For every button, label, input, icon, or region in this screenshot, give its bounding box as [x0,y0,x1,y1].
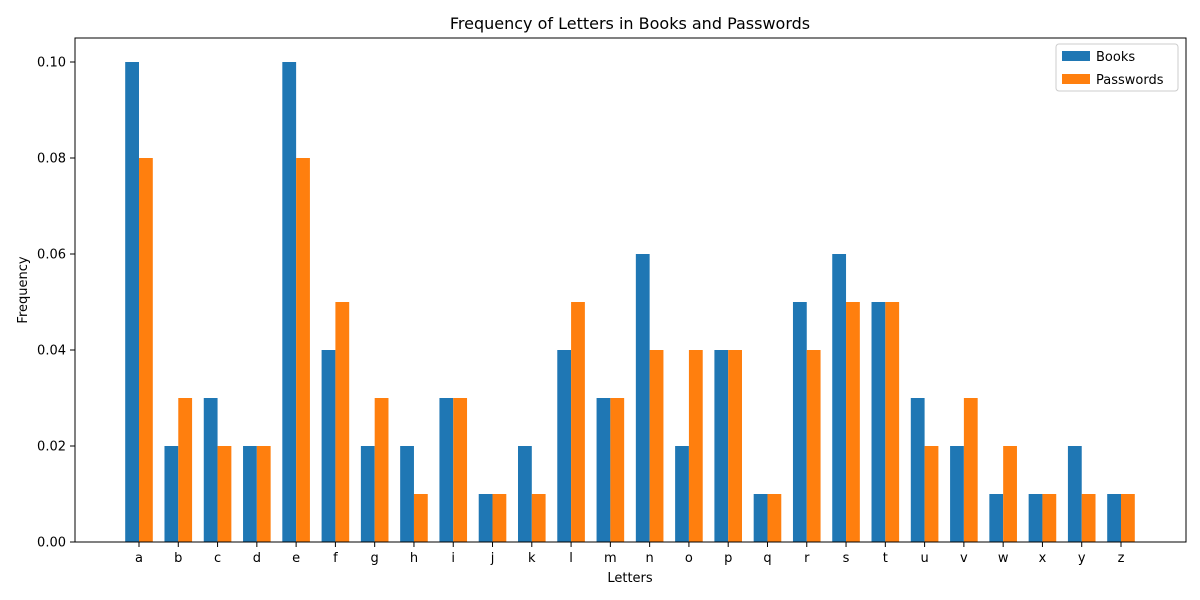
y-tick-label: 0.00 [37,536,66,551]
bar-passwords-j [492,494,507,542]
x-tick-label: i [451,551,455,566]
bar-books-e [282,62,297,542]
x-tick-label: x [1039,551,1047,566]
bar-passwords-o [688,350,703,542]
x-tick-label: n [646,551,654,566]
bar-passwords-l [571,302,585,542]
bar-books-l [557,350,572,542]
x-tick-label: j [490,551,495,566]
bar-passwords-f [335,302,350,542]
x-tick-label: y [1078,551,1086,566]
bar-books-o [675,446,689,542]
bar-books-q [753,494,768,542]
x-tick-label: h [410,551,418,566]
bar-passwords-b [178,398,193,542]
bar-books-t [871,302,886,542]
bar-books-p [714,350,729,542]
x-tick-label: e [292,551,300,566]
x-tick-label: s [843,551,850,566]
bar-books-n [635,254,650,542]
y-axis-title: Frequency [16,256,31,323]
legend-label-books: Books [1096,50,1135,65]
bar-books-u [910,398,925,542]
bar-passwords-p [728,350,742,542]
bar-passwords-w [1003,446,1017,542]
x-tick-label: u [920,551,928,566]
y-tick-label: 0.10 [37,56,66,71]
x-tick-label: k [528,551,536,566]
bar-passwords-i [453,398,468,542]
bar-books-d [243,446,257,542]
axes-group: 0.00 0.02 0.04 0.06 0.08 0.10 a b c d e f g h i j k l m n o p… [37,37,1187,566]
y-tick-label: 0.08 [37,152,66,167]
bar-passwords-n [649,350,664,542]
bar-passwords-z [1121,494,1135,542]
bar-books-b [164,446,179,542]
bar-passwords-x [1042,494,1057,542]
bar-passwords-g [374,398,389,542]
x-tick-label: r [804,551,810,566]
bar-passwords-m [610,398,625,542]
bar-books-a [125,62,139,542]
bar-passwords-k [531,494,546,542]
x-tick-label: m [604,551,617,566]
bar-books-k [518,446,532,542]
bar-books-j [478,494,493,542]
bar-books-z [1107,494,1121,542]
bar-passwords-q [767,494,782,542]
bar-books-r [792,302,807,542]
bar-passwords-u [924,446,939,542]
plot-frame [74,37,1187,543]
x-tick-label: q [763,551,771,566]
x-tick-label: b [174,551,182,566]
bar-passwords-e [296,158,310,542]
y-tick-label: 0.04 [37,344,66,359]
bar-passwords-v [963,398,978,542]
bar-passwords-t [885,302,900,542]
legend-label-passwords: Passwords [1096,73,1164,88]
bar-passwords-r [806,350,821,542]
bar-books-m [596,398,611,542]
x-tick-label: p [724,551,732,566]
bar-books-w [989,494,1004,542]
x-tick-label: w [998,551,1009,566]
x-tick-label: z [1118,551,1125,566]
bar-books-c [203,398,218,542]
bar-books-g [360,446,375,542]
bars-group [125,62,1135,542]
bar-passwords-y [1081,494,1096,542]
legend-swatch-passwords [1062,74,1090,84]
x-tick-label: o [685,551,693,566]
bar-books-s [832,254,847,542]
x-tick-label: g [371,551,379,566]
x-tick-label: d [253,551,261,566]
x-tick-label: c [214,551,221,566]
bar-passwords-a [139,158,153,542]
bar-passwords-s [846,302,860,542]
legend-swatch-books [1062,51,1090,61]
bar-books-x [1028,494,1043,542]
x-tick-label: f [333,551,338,566]
x-axis-title: Letters [607,571,653,586]
y-tick-label: 0.02 [37,440,66,455]
x-tick-label: v [960,551,968,566]
bar-books-v [950,446,964,542]
bar-passwords-c [217,446,232,542]
y-tick-label: 0.06 [37,248,66,263]
bar-passwords-d [256,446,271,542]
x-tick-label: a [135,551,143,566]
x-tick-label: l [569,551,573,566]
bar-books-i [439,398,454,542]
bar-books-h [400,446,414,542]
bar-books-y [1067,446,1082,542]
bar-passwords-h [413,494,428,542]
chart-title: Frequency of Letters in Books and Passwo… [450,14,810,33]
bar-books-f [321,350,336,542]
x-tick-label: t [883,551,888,566]
legend: Books Passwords [1055,43,1179,92]
